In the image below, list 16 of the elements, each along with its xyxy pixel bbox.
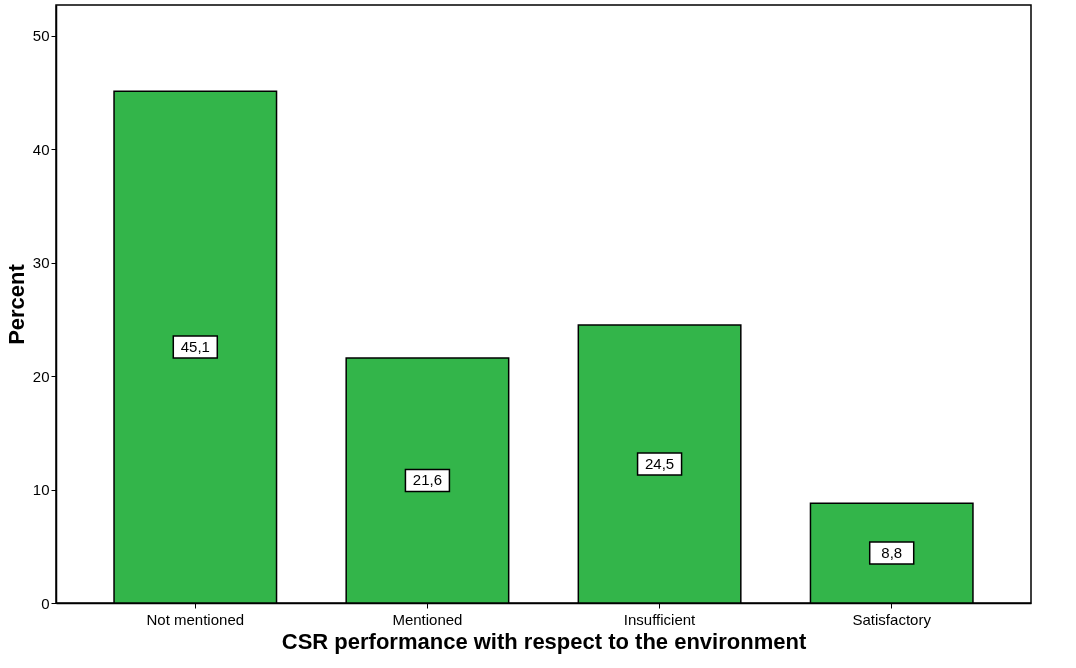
x-tick-label: Satisfactory bbox=[852, 610, 932, 628]
y-axis-title: Percent bbox=[3, 263, 29, 345]
x-tick-label: Insufficient bbox=[623, 610, 697, 628]
data-label: 24,5 bbox=[644, 455, 675, 472]
y-tick-label: 40 bbox=[32, 140, 50, 158]
y-tick-label: 50 bbox=[32, 27, 50, 45]
x-tick-label: Not mentioned bbox=[146, 610, 245, 628]
x-axis-title: CSR performance with respect to the environment bbox=[281, 628, 807, 654]
y-tick-label: 30 bbox=[32, 254, 50, 272]
y-tick-label: 10 bbox=[32, 481, 50, 499]
data-label: 45,1 bbox=[180, 338, 210, 356]
y-tick-label: 0 bbox=[41, 594, 50, 612]
data-label: 8,8 bbox=[881, 544, 903, 562]
x-tick-label: Mentioned bbox=[392, 610, 463, 628]
data-label: 21,6 bbox=[412, 471, 443, 489]
y-tick-label: 20 bbox=[32, 367, 50, 385]
